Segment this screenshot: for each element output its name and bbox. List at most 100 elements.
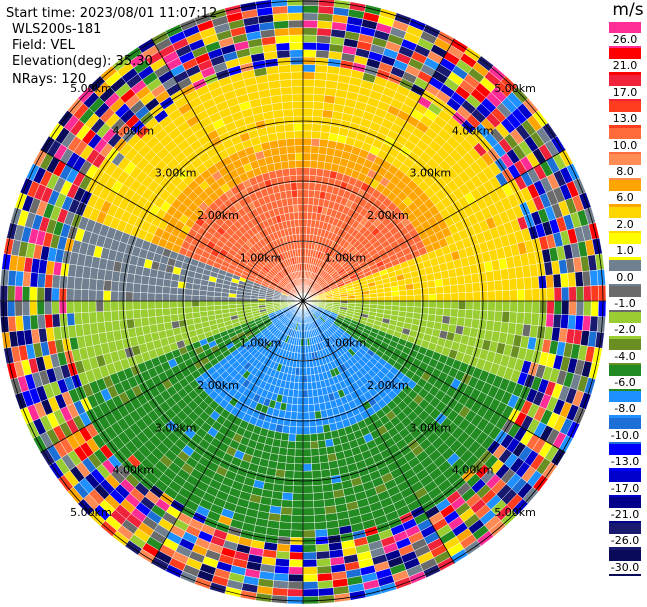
range-gate: [293, 115, 304, 124]
range-gate: [213, 300, 222, 306]
range-gate: [287, 5, 304, 14]
range-gate: [516, 300, 526, 313]
range-gate: [125, 300, 134, 311]
colorbar-tick-label: -10.0: [609, 428, 641, 442]
range-gate: [312, 101, 325, 110]
range-gate: [291, 507, 304, 516]
range-gate: [486, 280, 496, 292]
range-gate: [162, 314, 172, 324]
range-gate: [313, 506, 326, 516]
range-ring-label: 1.00km: [325, 252, 367, 265]
range-gate: [315, 543, 330, 553]
range-gate: [284, 470, 295, 479]
range-gate: [117, 291, 126, 302]
range-gate: [574, 271, 584, 287]
range-gate: [413, 306, 422, 314]
range-gate: [589, 269, 599, 287]
range-gate: [472, 282, 481, 293]
range-gate: [95, 311, 105, 323]
range-gate: [288, 19, 304, 29]
range-gate: [435, 293, 445, 302]
range-gate: [88, 311, 98, 324]
range-gate: [302, 86, 315, 95]
range-gate: [296, 411, 304, 420]
range-gate: [295, 426, 304, 435]
range-gate: [302, 160, 311, 169]
range-gate: [308, 182, 316, 191]
range-gate: [286, 448, 296, 457]
range-gate: [317, 572, 333, 582]
range-ring-label: 3.00km: [155, 167, 197, 180]
range-gate: [302, 529, 316, 538]
range-gate: [458, 300, 467, 310]
range-gate: [450, 292, 459, 302]
range-gate: [221, 300, 229, 306]
range-gate: [311, 123, 322, 132]
range-gate: [290, 522, 304, 531]
range-gate: [198, 300, 207, 307]
range-gate: [316, 565, 332, 575]
range-gate: [169, 307, 178, 316]
range-gate: [369, 292, 378, 298]
range-gate: [312, 477, 323, 486]
range-gate: [464, 309, 474, 320]
range-gate: [552, 313, 562, 329]
range-gate: [29, 300, 38, 316]
range-gate: [311, 462, 322, 472]
colorbar-cell: 26.0: [609, 22, 641, 49]
range-gate: [575, 300, 585, 316]
range-gate: [302, 78, 315, 88]
range-ring-label: 2.00km: [367, 379, 409, 392]
range-gate: [147, 308, 156, 318]
range-gate: [435, 300, 445, 309]
range-gate: [575, 286, 585, 302]
range-gate: [302, 189, 310, 198]
range-gate: [391, 290, 400, 297]
colorbar-cell: -13.0: [609, 444, 641, 471]
range-gate: [463, 274, 473, 285]
range-gate: [73, 288, 82, 302]
range-gate: [508, 311, 518, 324]
range-gate: [553, 287, 563, 302]
range-gate: [310, 455, 321, 464]
range-gate: [284, 182, 292, 192]
nrays-label: NRays: 120: [12, 72, 87, 87]
range-gate: [276, 131, 287, 141]
range-gate: [302, 581, 319, 590]
range-gate: [302, 522, 316, 531]
range-gate: [191, 300, 200, 308]
range-gate: [110, 290, 119, 302]
range-gate: [280, 432, 290, 442]
range-gate: [311, 470, 322, 479]
range-gate: [516, 311, 525, 325]
range-gate: [21, 300, 31, 316]
range-gate: [298, 226, 304, 235]
colorbar-tick-label: -2.0: [609, 323, 641, 337]
range-gate: [283, 477, 294, 486]
range-gate: [313, 86, 326, 96]
range-gate: [271, 587, 289, 597]
range-ring-label: 2.00km: [197, 209, 239, 222]
range-gate: [552, 273, 562, 289]
range-gate: [302, 108, 314, 117]
range-gate: [278, 521, 292, 531]
range-gate: [322, 423, 331, 433]
range-gate: [285, 138, 296, 147]
range-gate: [425, 273, 435, 282]
range-gate: [560, 314, 570, 330]
range-gate: [568, 300, 577, 316]
range-gate: [281, 492, 294, 501]
range-gate: [302, 367, 308, 376]
range-gate: [291, 93, 304, 102]
range-gate: [279, 79, 293, 88]
range-gate: [14, 300, 23, 317]
range-gate: [590, 300, 599, 317]
range-gate: [434, 314, 444, 324]
range-gate: [117, 300, 126, 311]
colorbar-cell: 10.0: [609, 127, 641, 154]
range-gate: [319, 454, 329, 464]
range-ring-label: 5.00km: [494, 82, 536, 95]
range-gate: [296, 182, 304, 191]
range-gate: [95, 279, 105, 291]
range-gate: [289, 551, 304, 561]
